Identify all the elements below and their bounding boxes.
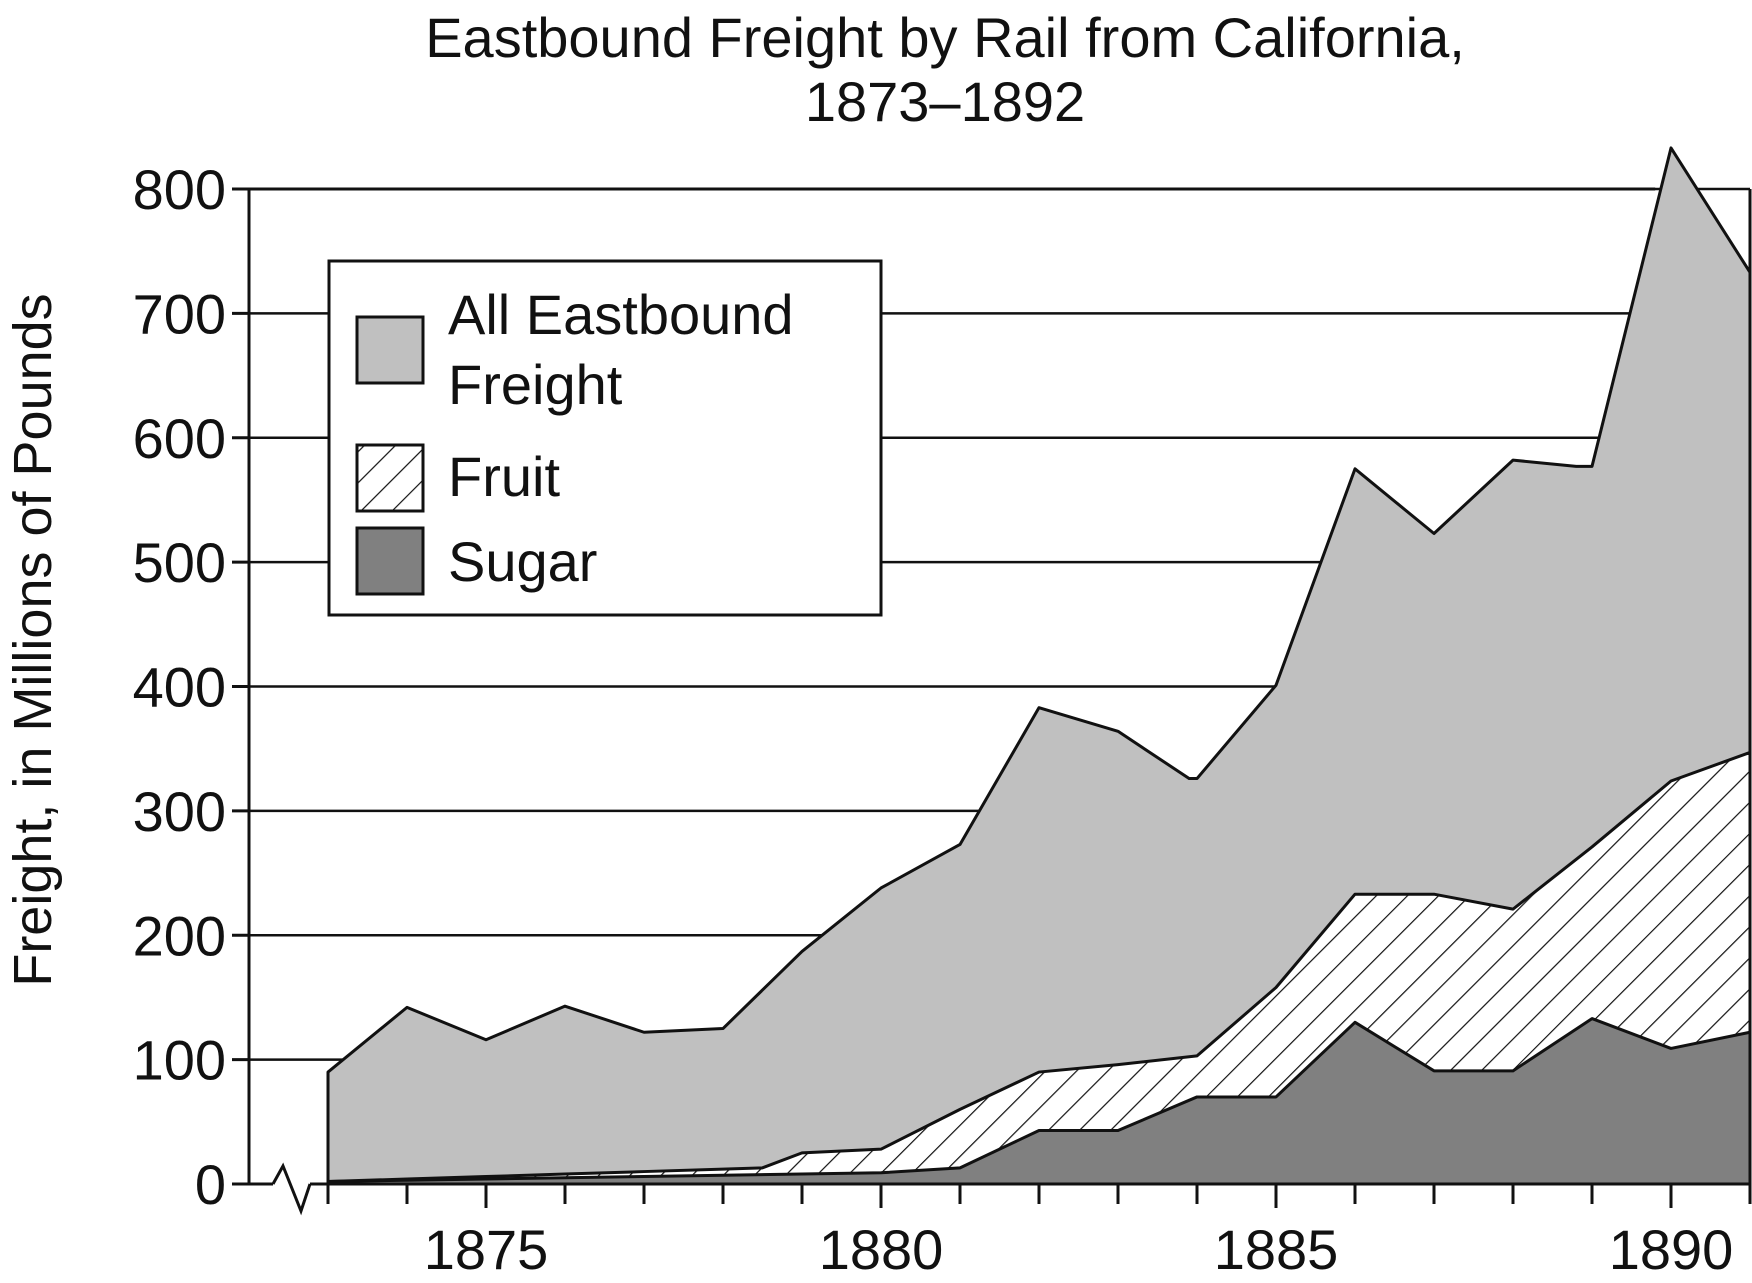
x-tick-label-1880: 1880 — [819, 1218, 944, 1281]
legend: All Eastbound Freight Fruit Sugar — [327, 259, 883, 617]
x-tick-labels: 1875 1880 1885 1890 — [326, 1184, 1752, 1281]
area-series — [326, 146, 1752, 1186]
axis-break-mark — [271, 1162, 312, 1216]
legend-swatch-all-freight — [355, 315, 425, 385]
legend-label-all-freight-line1: All Eastbound — [448, 283, 794, 346]
area-sugar — [326, 1017, 1752, 1186]
x-tick-label-1890: 1890 — [1609, 1218, 1734, 1281]
y-tick-label-500: 500 — [133, 531, 226, 594]
x-tick-label-1885: 1885 — [1214, 1218, 1339, 1281]
legend-label-all-freight-line2: Freight — [448, 353, 623, 416]
y-tick-label-200: 200 — [133, 904, 226, 967]
legend-label-sugar: Sugar — [448, 530, 597, 593]
y-tick-label-300: 300 — [133, 780, 226, 843]
x-tick-label-1875: 1875 — [424, 1218, 549, 1281]
y-tick-label-100: 100 — [133, 1029, 226, 1092]
y-tick-label-400: 400 — [133, 656, 226, 719]
y-tick-label-700: 700 — [133, 282, 226, 345]
legend-label-fruit: Fruit — [448, 445, 560, 508]
chart-title: Eastbound Freight by Rail from Californi… — [425, 6, 1465, 69]
chart-subtitle: 1873–1892 — [805, 70, 1085, 133]
legend-swatch-fruit — [355, 443, 425, 513]
y-axis-label: Freight, in Millions of Pounds — [3, 293, 63, 986]
y-tick-label-800: 800 — [133, 158, 226, 221]
y-tick-label-600: 600 — [133, 407, 226, 470]
legend-swatch-sugar — [355, 526, 425, 596]
y-tick-label-0: 0 — [195, 1153, 226, 1216]
y-tick-labels: 0 100 200 300 400 500 600 700 800 — [133, 158, 249, 1216]
